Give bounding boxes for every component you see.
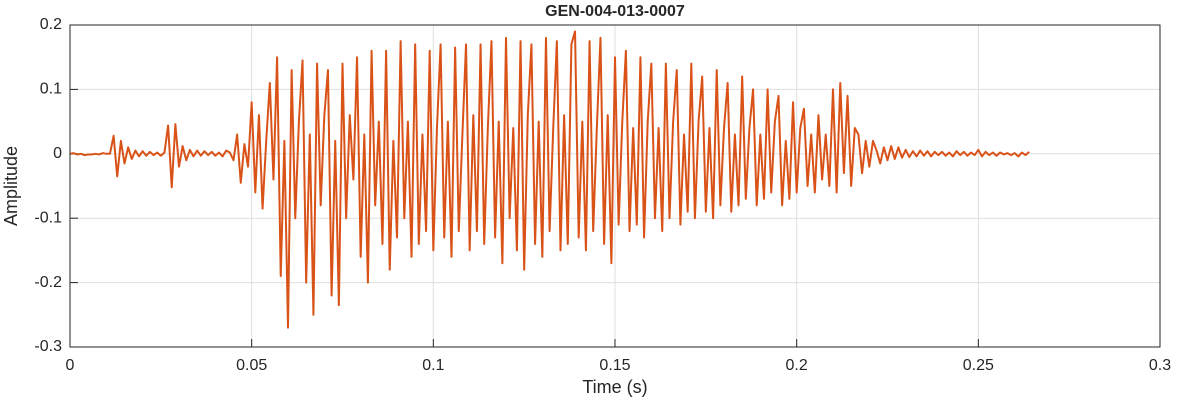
x-tick-label: 0.2: [786, 357, 808, 374]
plot-frame: [69, 24, 1161, 348]
x-tick-label: 0.05: [236, 357, 267, 374]
x-tick-label: 0.1: [422, 357, 444, 374]
y-axis-label: Amplitude: [1, 146, 21, 226]
x-tick-label: 0.3: [1149, 357, 1171, 374]
y-tick-label: -0.1: [34, 209, 62, 226]
chart-title: GEN-004-013-0007: [545, 3, 685, 20]
x-tick-label: 0: [66, 357, 75, 374]
y-tick-label: -0.3: [34, 338, 62, 355]
y-tick-label: 0: [53, 145, 62, 162]
y-tick-label: -0.2: [34, 274, 62, 291]
y-tick-label: 0.2: [40, 16, 62, 33]
waveform-line: [69, 30, 1030, 329]
x-tick-label: 0.25: [963, 357, 994, 374]
y-tick-label: 0.1: [40, 81, 62, 98]
x-tick-label: 0.15: [599, 357, 630, 374]
x-axis-label: Time (s): [582, 377, 647, 397]
